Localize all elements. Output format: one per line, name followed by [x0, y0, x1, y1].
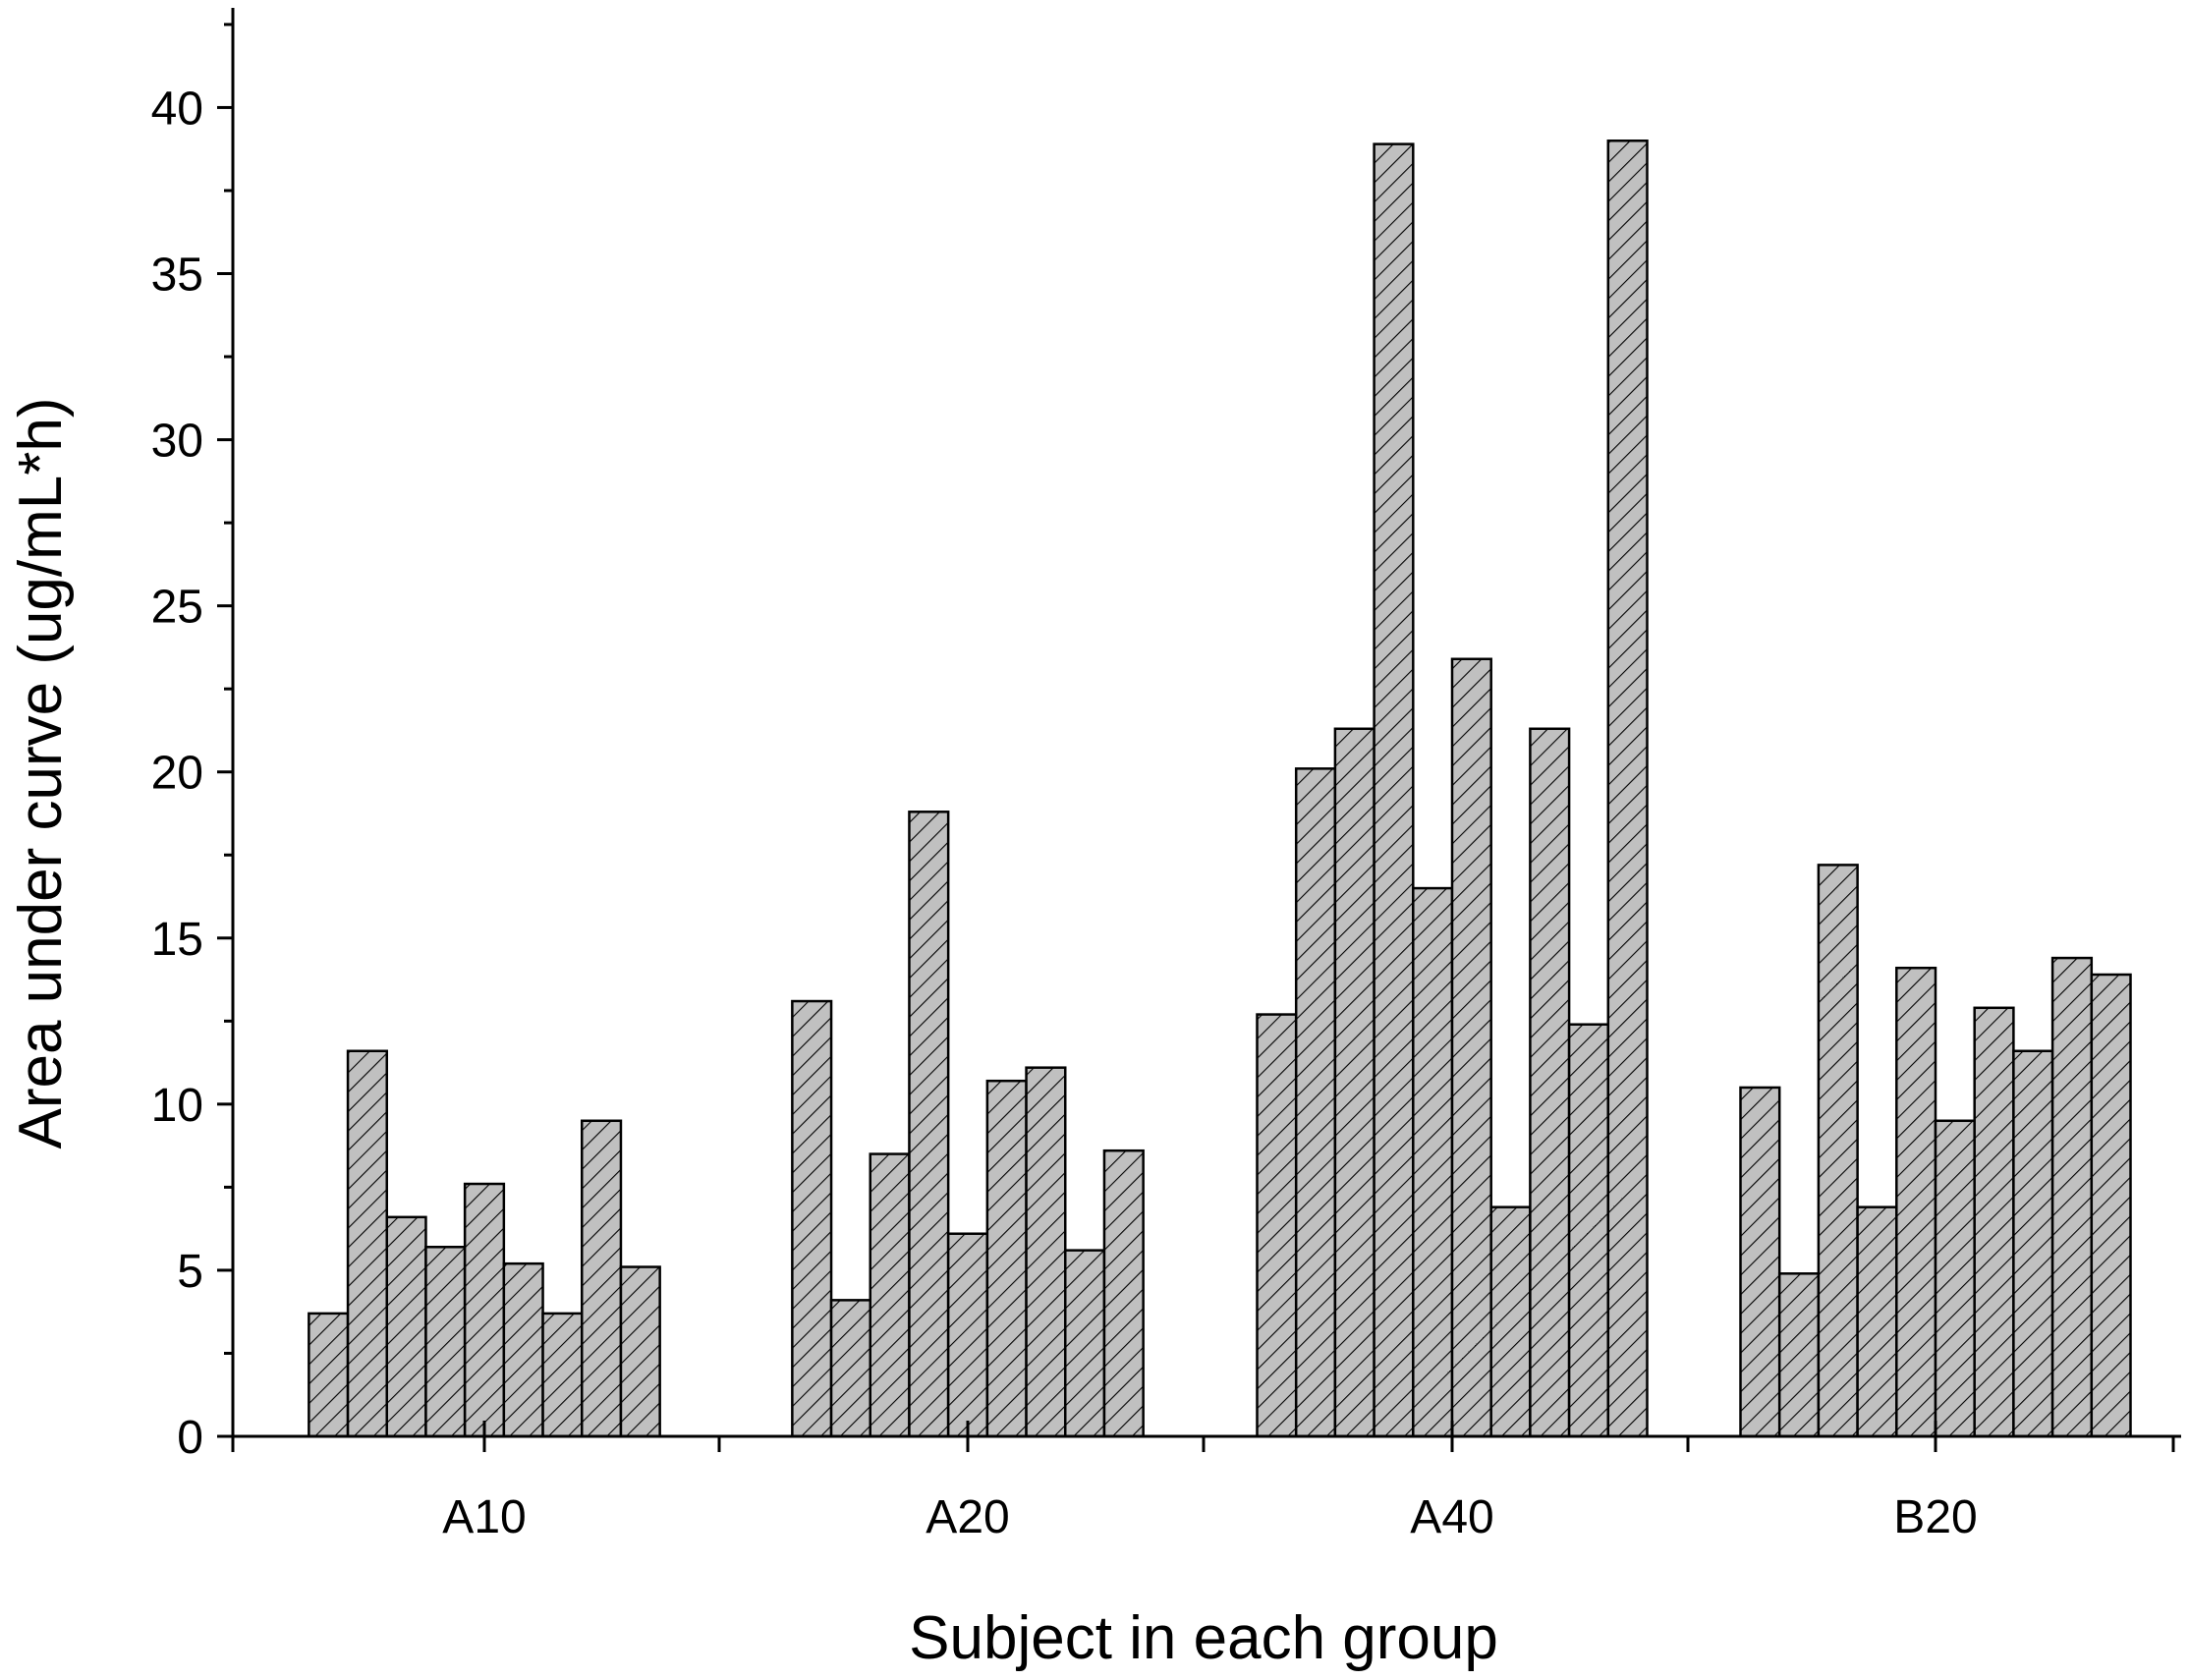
x-tick-label-a40: A40 — [1410, 1491, 1493, 1543]
bar-a10-4 — [424, 1246, 467, 1438]
y-tick-label: 5 — [177, 1246, 203, 1298]
bar-a40-7 — [1489, 1205, 1532, 1438]
bar-b20-7 — [1973, 1006, 2015, 1438]
bar-a20-9 — [1102, 1148, 1145, 1438]
x-axis-title: Subject in each group — [909, 1604, 1498, 1672]
y-tick-label: 20 — [151, 748, 203, 800]
bar-a40-3 — [1333, 727, 1375, 1438]
bar-a10-2 — [346, 1049, 388, 1438]
bar-b20-5 — [1895, 966, 1937, 1438]
bar-b20-3 — [1817, 864, 1859, 1438]
bar-b20-2 — [1777, 1272, 1821, 1438]
bar-b20-1 — [1739, 1086, 1781, 1438]
bar-a20-2 — [829, 1299, 871, 1438]
y-tick-label: 25 — [151, 582, 203, 634]
bar-a10-6 — [502, 1261, 544, 1438]
y-tick-label: 30 — [151, 416, 203, 468]
bar-a40-1 — [1256, 1013, 1298, 1438]
bar-a20-4 — [908, 811, 950, 1438]
bars-layer — [308, 140, 2132, 1438]
bar-a40-6 — [1450, 657, 1492, 1438]
bar-a20-3 — [869, 1152, 911, 1438]
bar-a10-1 — [308, 1312, 350, 1438]
y-tick-label: 35 — [151, 250, 203, 302]
bar-a40-9 — [1567, 1023, 1610, 1438]
x-tick-label-a20: A20 — [926, 1491, 1009, 1543]
y-tick-label: 40 — [151, 83, 203, 135]
bar-a40-8 — [1529, 727, 1571, 1438]
bar-b20-8 — [2012, 1049, 2054, 1438]
bar-a10-9 — [619, 1265, 661, 1438]
bar-b20-9 — [2050, 956, 2094, 1438]
bar-a40-10 — [1606, 140, 1649, 1438]
bar-a10-5 — [463, 1182, 506, 1438]
bar-b20-4 — [1856, 1205, 1898, 1438]
bar-a20-7 — [1025, 1066, 1067, 1438]
bar-a20-8 — [1064, 1249, 1106, 1438]
axes-layer: 0 5 10 15 20 25 30 35 40 A10 A20 A40 B20 — [151, 8, 2181, 1543]
bar-a10-8 — [581, 1119, 623, 1438]
bar-b20-10 — [2090, 973, 2132, 1438]
bar-a20-1 — [791, 999, 833, 1438]
y-tick-label: 15 — [151, 914, 203, 966]
bar-a20-5 — [946, 1232, 989, 1438]
bar-a40-2 — [1294, 767, 1337, 1438]
y-axis-title: Area under curve (ug/mL*h) — [7, 397, 75, 1148]
bar-a40-5 — [1412, 886, 1454, 1438]
bar-b20-6 — [1934, 1119, 1976, 1438]
bar-a20-6 — [985, 1079, 1028, 1438]
y-tick-label: 10 — [151, 1080, 203, 1132]
x-tick-label-b20: B20 — [1893, 1491, 1977, 1543]
x-tick-label-a10: A10 — [442, 1491, 526, 1543]
bar-a10-7 — [541, 1312, 584, 1438]
y-tick-label: 0 — [177, 1412, 203, 1464]
bar-a10-3 — [385, 1215, 427, 1438]
bar-a40-4 — [1373, 142, 1415, 1438]
